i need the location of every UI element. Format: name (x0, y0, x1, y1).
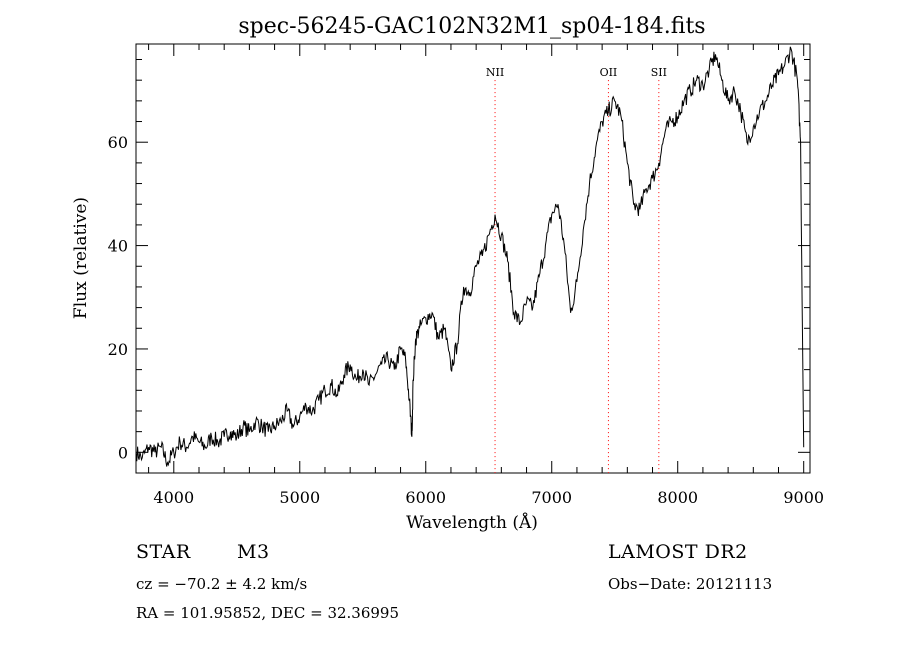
x-tick-label: 6000 (405, 488, 446, 507)
x-tick-label: 9000 (783, 488, 824, 507)
object-subclass: M3 (237, 541, 270, 563)
redshift-cz: cz = −70.2 ± 4.2 km/s (136, 575, 308, 593)
object-class: STAR (136, 541, 191, 563)
y-tick-labels: 0 20 40 60 (108, 133, 128, 462)
x-tick-labels: 4000 5000 6000 7000 8000 9000 (153, 488, 824, 507)
x-axis-label: Wavelength (Å) (406, 512, 538, 533)
marker-label: OII (600, 66, 618, 79)
x-tick-label: 5000 (279, 488, 320, 507)
y-tick-label: 0 (118, 443, 128, 462)
x-tick-label: 7000 (531, 488, 572, 507)
y-tick-label: 40 (108, 237, 128, 256)
survey-name: LAMOST DR2 (608, 541, 748, 563)
emission-line-markers: NII OII SII (486, 66, 667, 473)
x-tick-label: 8000 (657, 488, 698, 507)
y-tick-label: 20 (108, 340, 128, 359)
plot-frame (135, 43, 811, 474)
spectrum-line (135, 46, 805, 467)
x-tick-label: 4000 (153, 488, 194, 507)
y-tick-label: 60 (108, 133, 128, 152)
observation-date: Obs−Date: 20121113 (608, 575, 773, 593)
ra-dec-coordinates: RA = 101.95852, DEC = 32.36995 (136, 604, 400, 622)
y-axis-label: Flux (relative) (71, 197, 91, 319)
marker-label: SII (651, 66, 667, 79)
marker-label: NII (486, 66, 504, 79)
axis-ticks (136, 44, 810, 474)
chart-title: spec-56245-GAC102N32M1_sp04-184.fits (238, 14, 705, 39)
